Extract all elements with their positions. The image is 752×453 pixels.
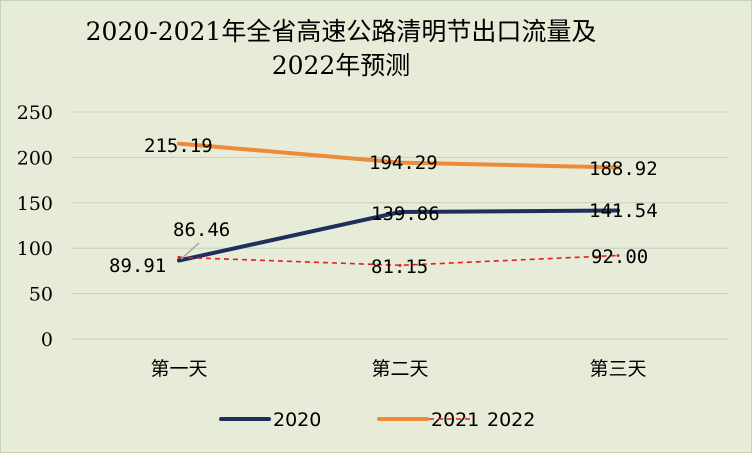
y-tick-label-200: 200 <box>17 147 53 169</box>
data-label-2022-3: 92.00 <box>591 246 648 268</box>
data-label-2020-3: 141.54 <box>589 200 658 222</box>
data-point-2020-1 <box>177 258 181 262</box>
x-tick-label-2: 第二天 <box>371 358 428 380</box>
data-label-2022-1: 89.91 <box>109 255 166 277</box>
chart-title-line-2: 2022年预测 <box>271 51 411 80</box>
data-point-2021-1 <box>177 142 181 146</box>
chart-title: 2020-2021年全省高速公路清明节出口流量及 2022年预测 <box>41 15 641 83</box>
data-point-2022-1 <box>177 255 181 259</box>
x-tick-label-1: 第一天 <box>150 358 207 380</box>
legend-label-2022: 2022 <box>487 409 535 431</box>
y-tick-label-0: 0 <box>41 329 53 351</box>
y-tick-label-50: 50 <box>29 284 53 306</box>
legend-label-2021: 2021 <box>431 409 479 431</box>
x-tick-label-3: 第三天 <box>589 358 646 380</box>
data-label-2022-2: 81.15 <box>371 256 428 278</box>
data-point-2022-3 <box>616 253 620 257</box>
data-point-2021-2 <box>398 161 402 165</box>
data-label-2021-3: 188.92 <box>589 158 658 180</box>
data-label-2020-1: 86.46 <box>173 219 230 241</box>
chart-title-line-1: 2020-2021年全省高速公路清明节出口流量及 <box>85 17 597 46</box>
leader-line-2020-1 <box>180 242 200 260</box>
data-point-2021-3 <box>616 165 620 169</box>
series-line-2022 <box>178 254 619 267</box>
y-tick-label-100: 100 <box>17 238 53 260</box>
data-label-2020-2: 139.86 <box>371 203 440 225</box>
data-point-2022-2 <box>398 263 402 267</box>
y-tick-label-150: 150 <box>17 193 53 215</box>
y-tick-label-250: 250 <box>17 102 53 124</box>
data-label-2021-1: 215.19 <box>144 135 213 157</box>
data-point-2020-3 <box>616 208 620 212</box>
data-label-2021-2: 194.29 <box>369 152 438 174</box>
data-point-2020-2 <box>398 210 402 214</box>
legend-label-2020: 2020 <box>273 409 321 431</box>
